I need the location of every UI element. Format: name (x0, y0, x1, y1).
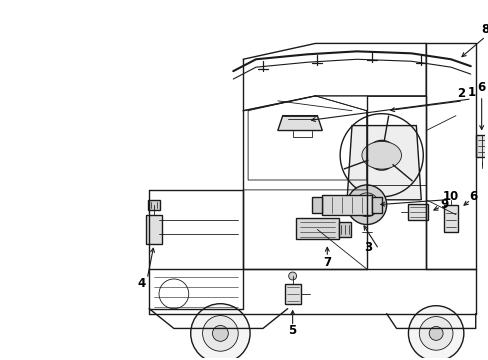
Circle shape (212, 325, 228, 341)
Bar (371, 197, 381, 213)
Text: 4: 4 (137, 278, 145, 291)
Text: 7: 7 (323, 256, 331, 269)
Bar (295, 217, 339, 239)
Text: 6: 6 (477, 81, 485, 94)
Text: 10: 10 (442, 190, 458, 203)
Circle shape (407, 306, 463, 360)
Text: 8: 8 (481, 23, 488, 36)
Circle shape (288, 272, 296, 280)
Polygon shape (346, 126, 421, 200)
Circle shape (366, 140, 396, 170)
Bar (443, 205, 457, 233)
Text: 6: 6 (468, 190, 477, 203)
Circle shape (190, 304, 249, 360)
Text: 3: 3 (363, 241, 371, 254)
Polygon shape (277, 116, 322, 131)
Circle shape (428, 327, 442, 340)
Bar (407, 204, 427, 220)
Circle shape (346, 185, 386, 225)
Text: 5: 5 (288, 324, 296, 337)
Circle shape (361, 200, 371, 210)
Bar (475, 135, 487, 157)
Circle shape (418, 316, 452, 350)
Text: 2: 2 (457, 87, 465, 100)
Text: 1: 1 (467, 86, 475, 99)
Text: 9: 9 (439, 198, 447, 211)
Bar (146, 215, 162, 244)
Bar (148, 200, 160, 210)
Bar (322, 195, 371, 215)
Bar (339, 221, 350, 237)
Circle shape (202, 316, 238, 351)
Ellipse shape (361, 141, 401, 169)
Bar (284, 284, 300, 304)
Bar (312, 197, 322, 213)
